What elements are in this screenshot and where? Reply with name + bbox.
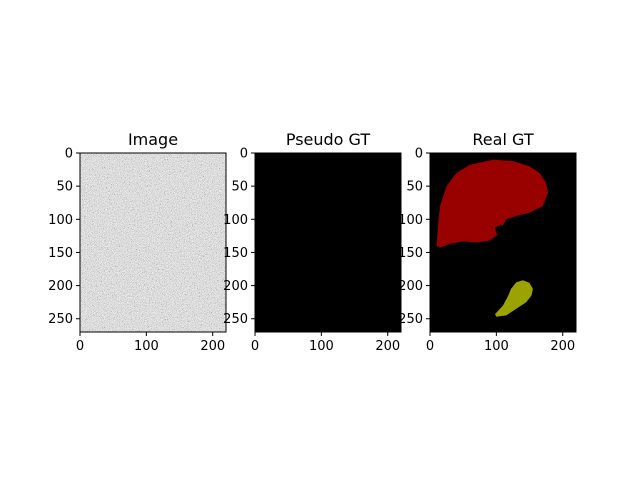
black-mask [255,153,401,332]
panel-title: Pseudo GT [286,130,371,149]
panel-real-gt: Real GT 0 100 200 0 50 100 150 200 250 [398,130,577,355]
y-tick-label: 150 [398,246,423,261]
y-tick-label: 250 [48,312,73,327]
panel-image: Image 0 100 200 0 50 100 150 200 250 [48,130,227,355]
mask-regions [436,159,549,317]
y-tick-label: 50 [56,180,73,195]
y-tick-label: 100 [48,213,73,228]
panel-title: Real GT [472,130,533,149]
x-tick-label: 100 [134,339,159,354]
x-tick-label: 0 [251,339,259,354]
panel-pseudo-gt: Pseudo GT 0 100 200 0 50 100 150 200 250 [223,130,402,355]
ticks: 0 100 200 0 50 100 150 200 250 [223,147,400,355]
ticks: 0 100 200 0 50 100 150 200 250 [398,147,575,355]
mask-region [495,280,533,317]
y-tick-label: 200 [398,279,423,294]
axes-frame [79,152,227,333]
x-tick-label: 0 [426,339,434,354]
axes-frame [254,152,402,333]
x-tick-label: 200 [375,339,400,354]
y-tick-label: 150 [48,246,73,261]
y-tick-label: 100 [223,213,248,228]
y-tick-label: 250 [223,312,248,327]
ticks: 0 100 200 0 50 100 150 200 250 [48,147,225,355]
y-tick-label: 0 [240,147,248,162]
mask-region [495,224,503,234]
y-tick-label: 250 [398,312,423,327]
y-tick-label: 100 [398,213,423,228]
y-tick-label: 0 [415,147,423,162]
axes-frame [429,152,577,333]
y-tick-label: 50 [406,180,423,195]
x-tick-label: 100 [309,339,334,354]
y-tick-label: 150 [223,246,248,261]
y-tick-label: 200 [223,279,248,294]
x-tick-label: 200 [200,339,225,354]
x-tick-label: 200 [550,339,575,354]
panel-title: Image [128,130,178,149]
y-tick-label: 200 [48,279,73,294]
y-tick-label: 0 [65,147,73,162]
y-tick-label: 50 [231,180,248,195]
mask-region [436,159,549,248]
x-tick-label: 0 [76,339,84,354]
x-tick-label: 100 [484,339,509,354]
noise-image [80,153,226,332]
